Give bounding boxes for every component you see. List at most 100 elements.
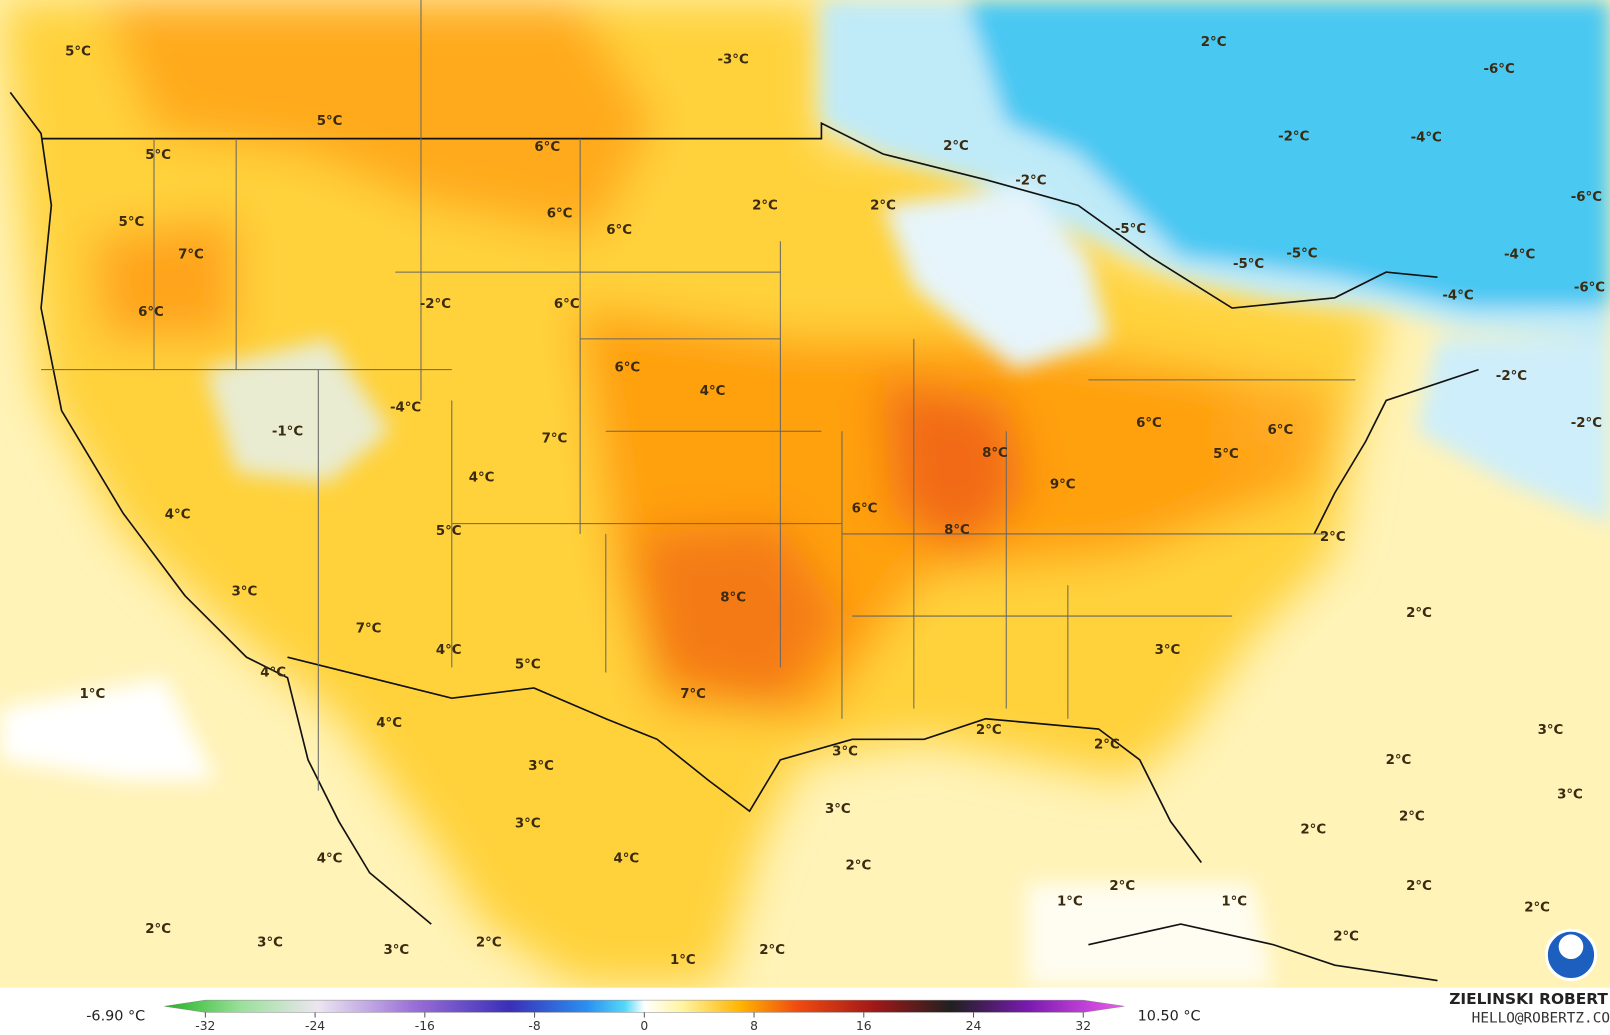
temperature-label: 5°C (119, 215, 145, 230)
temperature-label: 1°C (80, 687, 106, 702)
temperature-label: 4°C (260, 666, 286, 681)
temperature-label: -2°C (1015, 174, 1046, 189)
colorbar-tick-label: 8 (750, 1019, 758, 1033)
temperature-label: -2°C (1496, 369, 1527, 384)
temperature-label: 7°C (356, 621, 382, 636)
temperature-label: 4°C (165, 507, 191, 522)
temperature-label: 2°C (1109, 879, 1135, 894)
temperature-label: -4°C (1442, 289, 1473, 304)
temperature-label: 5°C (1213, 447, 1239, 462)
temperature-label: 4°C (700, 384, 726, 399)
noaa-logo (1544, 928, 1598, 982)
temperature-label: 4°C (436, 643, 462, 658)
temperature-label: 6°C (554, 297, 580, 312)
temperature-label: -2°C (1278, 130, 1309, 145)
colorbar-tick-label: 24 (966, 1019, 982, 1033)
temperature-label: 1°C (1221, 895, 1247, 910)
temperature-label: 7°C (178, 248, 204, 263)
temperature-label: 2°C (1406, 606, 1432, 621)
temperature-label: 2°C (476, 936, 502, 951)
colorbar-tick-label: -32 (195, 1019, 215, 1033)
temperature-label: 2°C (943, 139, 969, 154)
credit-name: ZIELINSKI ROBERT (1449, 990, 1608, 1008)
state-lines (41, 0, 1356, 791)
temperature-label: 6°C (852, 501, 878, 516)
temperature-label: 2°C (1524, 901, 1550, 916)
temperature-label: 1°C (1057, 895, 1083, 910)
colorbar-tick-label: 32 (1075, 1019, 1091, 1033)
legend-min: -6.90 °C (86, 1009, 145, 1025)
temperature-label: 4°C (376, 716, 402, 731)
temperature-label: 2°C (976, 723, 1002, 738)
temperature-label: 2°C (752, 198, 778, 213)
temperature-label: 3°C (832, 745, 858, 760)
temperature-label: 5°C (65, 44, 91, 59)
temperature-label: 2°C (1300, 823, 1326, 838)
temperature-label: 6°C (138, 305, 164, 320)
temperature-label: -3°C (717, 53, 748, 68)
temperature-label: 2°C (145, 922, 171, 937)
temperature-label: -2°C (420, 297, 451, 312)
temperature-label: 2°C (1333, 929, 1359, 944)
temperature-label: 3°C (515, 816, 541, 831)
colorbar-gradient (164, 999, 1125, 1013)
temperature-label: 7°C (680, 687, 706, 702)
temperature-label: 3°C (528, 759, 554, 774)
temperature-label: -5°C (1286, 247, 1317, 262)
temperature-label: 4°C (613, 851, 639, 866)
temperature-label: -6°C (1483, 62, 1514, 77)
temperature-label: 5°C (317, 114, 343, 129)
credit-contact: HELLO@ROBERTZ.CO (1472, 1011, 1610, 1027)
temperature-label: 3°C (232, 584, 258, 599)
temperature-label: 2°C (1201, 35, 1227, 50)
temperature-label: 2°C (846, 859, 872, 874)
legend-max: 10.50 °C (1138, 1009, 1201, 1025)
temperature-label: 2°C (1320, 530, 1346, 545)
temperature-label: -6°C (1574, 280, 1605, 295)
colorbar-tick-label: -24 (305, 1019, 325, 1033)
temperature-label: -4°C (1411, 131, 1442, 146)
temperature-label: 3°C (257, 936, 283, 951)
temperature-label: 6°C (606, 223, 632, 238)
colorbar-tick-label: -8 (528, 1019, 540, 1033)
temperature-label: 8°C (982, 446, 1008, 461)
colorbar-tick-label: 16 (856, 1019, 872, 1033)
temperature-label: -5°C (1115, 222, 1146, 237)
temperature-label: -6°C (1571, 190, 1602, 205)
temperature-label: 6°C (614, 361, 640, 376)
temperature-label: 5°C (515, 657, 541, 672)
temperature-label: 6°C (1268, 423, 1294, 438)
temperature-label: 8°C (944, 523, 970, 538)
temperature-label: 7°C (542, 431, 568, 446)
temperature-field (0, 0, 1610, 988)
temperature-label: -2°C (1571, 416, 1602, 431)
temperature-label: 2°C (1406, 879, 1432, 894)
temperature-label: 6°C (547, 207, 573, 222)
temperature-label: 3°C (383, 943, 409, 958)
borders (9, 91, 1479, 982)
temperature-label: 3°C (1155, 643, 1181, 658)
colorbar: -6.90 °C 10.50 °C ZIELINSKI ROBERT HELLO… (0, 987, 1610, 1035)
temperature-label: -1°C (272, 424, 303, 439)
temperature-label: -4°C (390, 401, 421, 416)
temperature-label: 4°C (469, 470, 495, 485)
temperature-label: 8°C (720, 591, 746, 606)
temperature-label: 9°C (1050, 478, 1076, 493)
temperature-label: -5°C (1233, 257, 1264, 272)
temperature-labels: 5°C 5°C 5°C 6°C 6°C 6°C 2°C 2°C 2°C -2°C -3°C 2°C -6… (65, 35, 1605, 968)
temperature-label: 2°C (759, 943, 785, 958)
temperature-label: 2°C (870, 198, 896, 213)
temperature-label: 3°C (1557, 788, 1583, 803)
temperature-label: 5°C (145, 148, 171, 163)
temperature-label: 3°C (825, 802, 851, 817)
temperature-label: 2°C (1399, 809, 1425, 824)
colorbar-tick-label: -16 (415, 1019, 435, 1033)
temperature-label: 2°C (1094, 737, 1120, 752)
colorbar-tick-label: 0 (640, 1019, 648, 1033)
temperature-label: -4°C (1504, 248, 1535, 263)
temperature-label: 4°C (317, 851, 343, 866)
temperature-label: 6°C (1136, 416, 1162, 431)
temperature-label: 5°C (436, 524, 462, 539)
